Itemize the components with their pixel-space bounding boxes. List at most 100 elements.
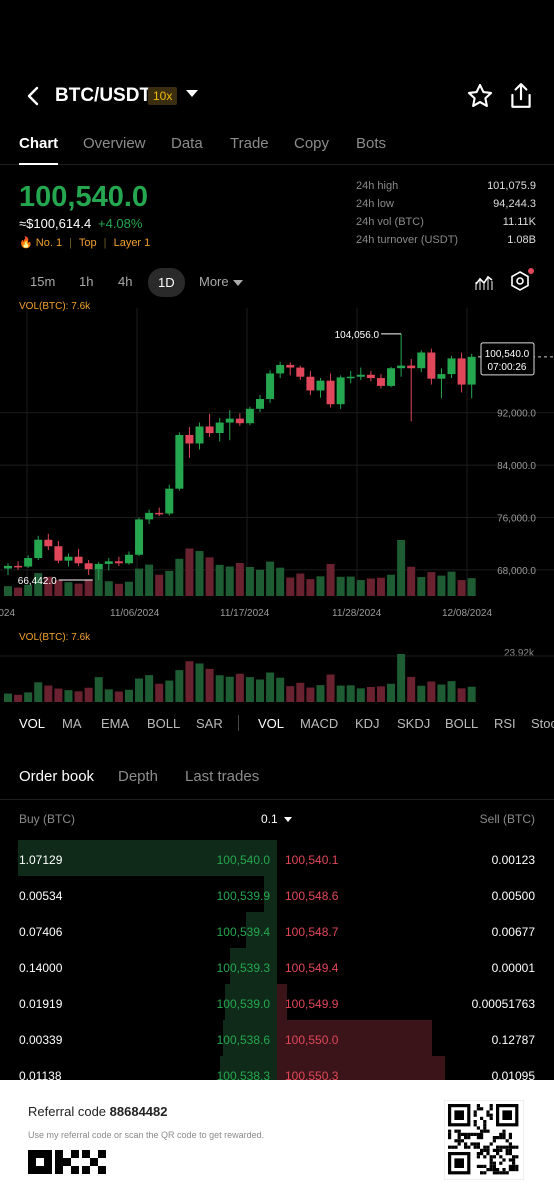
precision-select[interactable]: 0.1 [261, 812, 293, 826]
interval-4h[interactable]: 4h [118, 274, 133, 289]
candle-body [135, 519, 144, 555]
candle-body [84, 563, 93, 570]
candle-body [104, 561, 113, 564]
ind-rsi[interactable]: RSI [494, 716, 516, 731]
tab-copy[interactable]: Copy [294, 135, 330, 152]
share-icon[interactable] [508, 82, 534, 110]
orderbook-row[interactable]: 0.00339 100,538.6 100,550.0 0.12787 [0, 1020, 554, 1056]
buy-depth-bar [223, 1020, 277, 1056]
volume-bar [44, 685, 53, 702]
tab-depth[interactable]: Depth [118, 768, 159, 785]
tag-rank[interactable]: No. 1 [35, 237, 63, 249]
volume-bar [286, 686, 295, 702]
candle-body [286, 364, 295, 368]
candle-body [417, 352, 426, 369]
tab-chart[interactable]: Chart [19, 135, 59, 165]
volume-bar [366, 686, 375, 702]
tab-data[interactable]: Data [171, 135, 203, 152]
stats-panel: 24h high 101,075.9 24h low 94,244.3 24h vo… [356, 180, 536, 252]
volume-bar [64, 582, 73, 596]
referral-code[interactable]: 88684482 [109, 1104, 168, 1119]
sell-qty: 0.00677 [491, 925, 535, 939]
volume-bar [44, 576, 53, 596]
y-tick-label: 68,000.0 [497, 566, 536, 577]
divider [238, 715, 239, 731]
interval-1d[interactable]: 1D [148, 268, 185, 297]
interval-15m[interactable]: 15m [30, 274, 56, 289]
candle-body [124, 554, 133, 564]
ind-sar[interactable]: SAR [196, 716, 223, 731]
candle-body [225, 418, 234, 423]
pair-title[interactable]: BTC/USDT [55, 85, 152, 106]
settings-icon[interactable] [509, 270, 531, 292]
main-tabs: Chart Overview Data Trade Copy Bots [0, 135, 554, 165]
volume-bar [235, 673, 244, 702]
referral-label: Referral code [28, 1104, 110, 1119]
sell-qty: 0.00001 [491, 961, 535, 975]
orderbook-row[interactable]: 0.01919 100,539.0 100,549.9 0.00051763 [0, 984, 554, 1020]
candle-body [256, 398, 264, 409]
tab-order-book[interactable]: Order book [19, 768, 95, 785]
indicator-icon[interactable] [474, 272, 494, 292]
candle-body [266, 373, 275, 399]
volume-bar [256, 569, 264, 596]
ask-price: 100,550.3 [285, 1069, 339, 1083]
buy-qty: 0.00534 [19, 889, 63, 903]
buy-depth-bar [246, 912, 277, 948]
ind-sub-boll[interactable]: BOLL [445, 716, 479, 731]
volume-bar [397, 654, 406, 702]
tab-last-trades[interactable]: Last trades [185, 768, 260, 785]
ind-macd[interactable]: MACD [300, 716, 339, 731]
tag-layer[interactable]: Layer 1 [113, 237, 151, 249]
last-price-label: 100,540.0 [485, 349, 530, 360]
volume-bar [175, 558, 184, 596]
ind-vol[interactable]: VOL [19, 716, 46, 731]
star-icon[interactable] [466, 82, 494, 110]
ind-kdj[interactable]: KDJ [355, 716, 380, 731]
tab-bots[interactable]: Bots [356, 135, 387, 152]
volume-bar [286, 577, 295, 596]
orderbook-row[interactable]: 0.14000 100,539.3 100,549.4 0.00001 [0, 948, 554, 984]
volume-bar [94, 677, 103, 702]
ind-ma[interactable]: MA [62, 716, 82, 731]
volume-bar [84, 687, 93, 702]
orderbook-row[interactable]: 1.07129 100,540.0 100,540.1 0.00123 [0, 840, 554, 876]
volume-bar [366, 578, 375, 596]
volume-bar [447, 571, 456, 596]
candlestick-chart[interactable]: VOL(BTC): 7.6k 92,000.0 84,000.0 76,000.0 6… [0, 298, 554, 624]
back-icon[interactable] [22, 84, 46, 108]
more-label: More [199, 274, 229, 289]
tab-overview[interactable]: Overview [83, 135, 146, 152]
bid-price: 100,538.6 [216, 1033, 270, 1047]
volume-bar [296, 573, 305, 596]
x-tick-label: 11/06/2024 [110, 608, 160, 619]
qr-code[interactable] [444, 1100, 524, 1180]
tag-top[interactable]: Top [78, 237, 97, 249]
interval-more[interactable]: More [199, 274, 243, 289]
buy-qty: 1.07129 [19, 853, 63, 867]
candle-body [296, 367, 305, 377]
candle-body [74, 556, 83, 564]
buy-depth-bar [230, 948, 277, 984]
volume-bar [74, 583, 83, 596]
chevron-down-icon[interactable] [186, 90, 198, 97]
ind-skdj[interactable]: SKDJ [397, 716, 431, 731]
ind-sub-vol[interactable]: VOL [258, 716, 285, 731]
volume-bar [316, 685, 325, 702]
volume-bar [54, 580, 63, 596]
tab-trade[interactable]: Trade [230, 135, 269, 152]
volume-bar [316, 576, 325, 596]
ind-ema[interactable]: EMA [101, 716, 130, 731]
volume-chart[interactable]: VOL(BTC): 7.6k 23.92k [0, 628, 554, 706]
last-price-box [480, 342, 535, 376]
volume-bar [427, 572, 436, 596]
orderbook-row[interactable]: 0.07406 100,539.4 100,548.7 0.00677 [0, 912, 554, 948]
y-tick-label: 92,000.0 [497, 409, 536, 420]
orderbook-row[interactable]: 0.00534 100,539.9 100,548.6 0.00500 [0, 876, 554, 912]
interval-1h[interactable]: 1h [79, 274, 94, 289]
candle-body [114, 561, 123, 564]
ind-boll[interactable]: BOLL [147, 716, 181, 731]
candle-body [336, 377, 345, 405]
volume-bar [94, 566, 103, 596]
ind-stoch[interactable]: Stoc [531, 716, 554, 731]
